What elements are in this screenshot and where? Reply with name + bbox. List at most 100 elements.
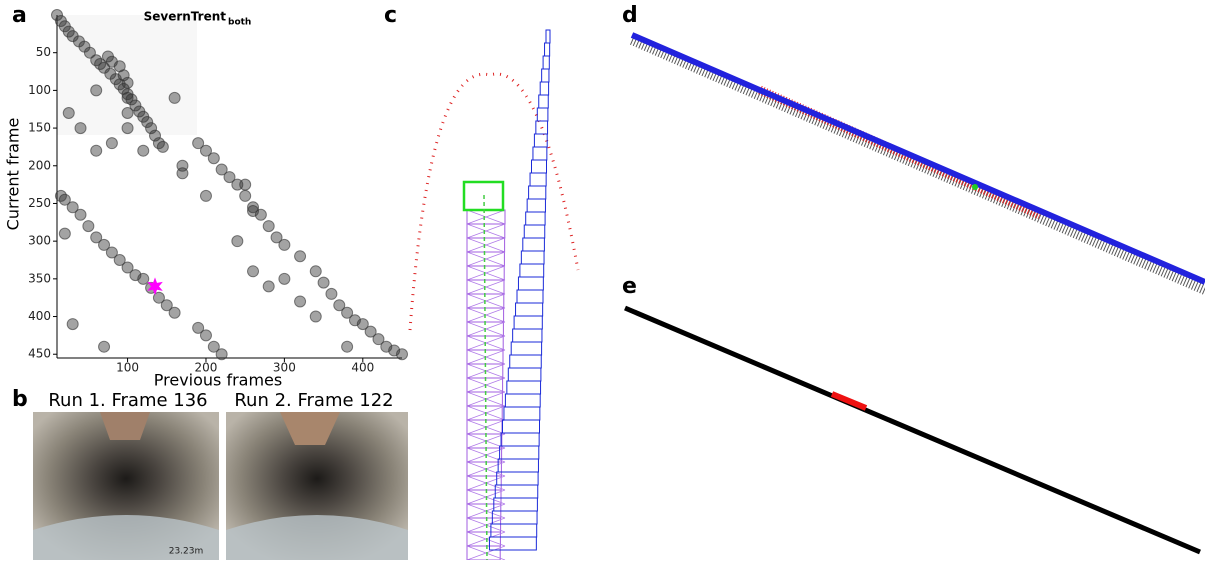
point bbox=[169, 92, 180, 103]
frustum bbox=[521, 251, 544, 264]
marker bbox=[972, 184, 978, 190]
point bbox=[75, 209, 86, 220]
chart-title-subscript: both bbox=[228, 18, 251, 28]
map-panel bbox=[632, 35, 1205, 290]
point bbox=[248, 206, 259, 217]
frustum bbox=[533, 147, 547, 160]
x-tick-label: 200 bbox=[195, 361, 218, 375]
point bbox=[177, 168, 188, 179]
y-axis-label: Current frame bbox=[4, 118, 23, 231]
point bbox=[310, 266, 321, 277]
panel-label: d bbox=[622, 3, 638, 28]
frustum bbox=[489, 537, 536, 550]
frustum bbox=[526, 212, 545, 225]
x-tick-label: 100 bbox=[116, 361, 139, 375]
frustum bbox=[510, 355, 542, 368]
frustum bbox=[467, 546, 505, 560]
trajectory-panel bbox=[410, 30, 578, 560]
panel-label: c bbox=[384, 3, 397, 28]
y-tick-label: 200 bbox=[28, 158, 51, 172]
point bbox=[63, 108, 74, 119]
point bbox=[138, 273, 149, 284]
frustum bbox=[467, 322, 505, 336]
point bbox=[279, 239, 290, 250]
point bbox=[397, 349, 408, 360]
point bbox=[138, 145, 149, 156]
frustum bbox=[498, 459, 538, 472]
image-overlay: 23.23m bbox=[169, 547, 204, 557]
frustum bbox=[505, 394, 540, 407]
point bbox=[106, 138, 117, 149]
point bbox=[122, 92, 133, 103]
point bbox=[157, 141, 168, 152]
image-panel: Run 1. Frame 136 Run 2. Frame 122 23.23m bbox=[33, 390, 408, 560]
frustum bbox=[518, 277, 543, 290]
point bbox=[200, 190, 211, 201]
frustum bbox=[537, 108, 548, 121]
y-tick-label: 300 bbox=[28, 234, 51, 248]
frustum bbox=[467, 308, 505, 322]
frustum bbox=[467, 294, 505, 308]
frustum bbox=[532, 160, 547, 173]
point bbox=[240, 179, 251, 190]
frustum bbox=[467, 224, 505, 238]
point bbox=[200, 330, 211, 341]
chart-title: SevernTrent bbox=[144, 10, 227, 24]
frustum bbox=[467, 210, 505, 224]
x-tick-label: 400 bbox=[351, 361, 374, 375]
trajectory bbox=[625, 308, 1200, 552]
point bbox=[263, 221, 274, 232]
point bbox=[326, 288, 337, 299]
frustum bbox=[514, 316, 542, 329]
image-title: Run 2. Frame 122 bbox=[234, 390, 393, 411]
frustum bbox=[534, 134, 547, 147]
frustum bbox=[497, 472, 538, 485]
frustum bbox=[467, 532, 505, 546]
frustum bbox=[500, 446, 539, 459]
frustum bbox=[467, 252, 505, 266]
frustum bbox=[516, 303, 543, 316]
point bbox=[232, 236, 243, 247]
point bbox=[279, 273, 290, 284]
frustum bbox=[507, 381, 541, 394]
y-tick-label: 150 bbox=[28, 121, 51, 135]
frustum bbox=[520, 264, 544, 277]
frustum bbox=[504, 407, 540, 420]
point bbox=[99, 341, 110, 352]
point bbox=[295, 296, 306, 307]
frustum bbox=[501, 433, 539, 446]
point bbox=[169, 307, 180, 318]
y-tick-label: 250 bbox=[28, 196, 51, 210]
y-tick-label: 50 bbox=[36, 45, 51, 59]
point bbox=[208, 153, 219, 164]
point bbox=[295, 251, 306, 262]
frustum bbox=[542, 69, 549, 82]
frustum bbox=[543, 56, 549, 69]
frustum bbox=[467, 336, 505, 350]
point bbox=[310, 311, 321, 322]
point bbox=[59, 228, 70, 239]
segment bbox=[832, 394, 866, 408]
y-tick-label: 100 bbox=[28, 83, 51, 97]
frustum bbox=[467, 266, 505, 280]
point bbox=[91, 85, 102, 96]
point bbox=[83, 221, 94, 232]
frustum bbox=[530, 173, 546, 186]
frustum bbox=[508, 368, 541, 381]
panel-label: a bbox=[12, 3, 27, 28]
point-cloud bbox=[410, 74, 578, 330]
panel-label: b bbox=[12, 387, 28, 412]
point bbox=[240, 190, 251, 201]
frustum bbox=[467, 238, 505, 252]
x-axis-label: Previous frames bbox=[154, 371, 282, 390]
frustum bbox=[546, 30, 550, 43]
frustum bbox=[513, 329, 542, 342]
frustum bbox=[540, 82, 548, 95]
point bbox=[248, 266, 259, 277]
panel-label: e bbox=[622, 274, 637, 299]
frustum bbox=[511, 342, 541, 355]
frustum bbox=[503, 420, 540, 433]
y-tick-label: 350 bbox=[28, 271, 51, 285]
map-panel bbox=[625, 308, 1200, 552]
frustum bbox=[517, 290, 543, 303]
